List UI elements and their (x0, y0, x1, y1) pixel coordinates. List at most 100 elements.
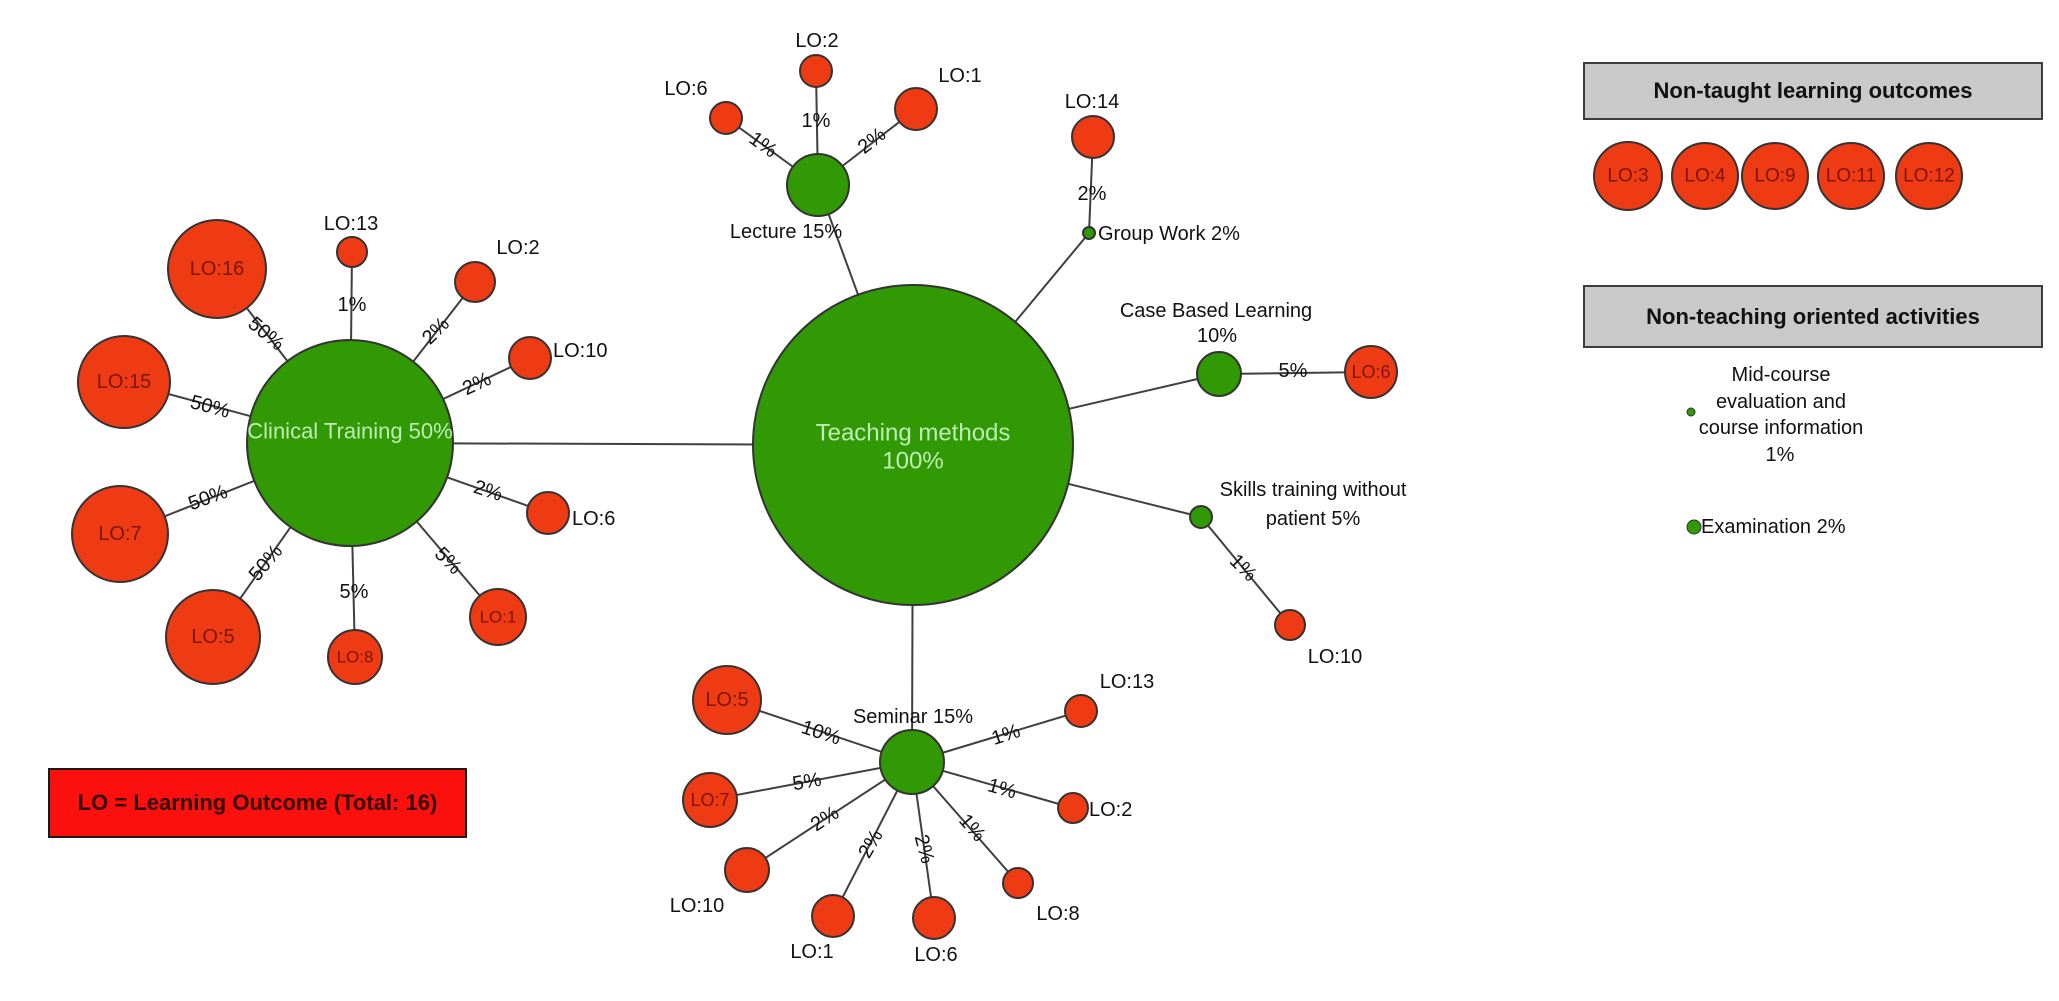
node-c-lo1-label: LO:1 (480, 608, 517, 627)
node-c-lo6-circle (526, 491, 570, 535)
non-taught-label-lo11: LO:11 (1826, 166, 1876, 187)
node-sem-lo8-label: LO:8 (1036, 903, 1079, 925)
node-l-lo1-label: LO:1 (938, 65, 981, 87)
node-cbl-label: Case Based Learning (1120, 300, 1312, 322)
node-c-lo1-circle (469, 588, 527, 646)
edge-clinical-c-lo2-label: 2% (418, 313, 454, 349)
edge-clinical-c-lo10-label: 2% (459, 368, 495, 400)
node-sem-lo13-label: LO:13 (1100, 671, 1154, 693)
node-c-lo5-circle (165, 589, 261, 685)
node-c-lo10-circle (508, 336, 552, 380)
node-sem-lo2-circle (1057, 792, 1089, 824)
node-teaching-label: Teaching methods (816, 420, 1011, 447)
edge-lecture-l-lo2-label: 1% (802, 110, 831, 132)
node-sem-lo5-circle (692, 665, 762, 735)
node-c-lo6-label: LO:6 (572, 508, 615, 530)
lo-key-legend: LO = Learning Outcome (Total: 16) (48, 768, 467, 838)
edge-groupwork-g-lo14-label: 2% (1078, 183, 1107, 205)
node-c-lo15-circle (77, 335, 171, 429)
node-seminar-circle (879, 729, 945, 795)
edge-clinical-c-lo5-label: 50% (245, 540, 288, 585)
non-teaching-oriented-activities-header: Non-teaching oriented activities (1583, 285, 2043, 348)
node-lecture-circle (786, 153, 850, 217)
node-skills-label: Skills training without (1220, 479, 1407, 501)
node-skills-label-2: patient 5% (1266, 508, 1361, 530)
non-taught-label-lo4: LO:4 (1684, 166, 1726, 187)
node-c-lo2-circle (454, 261, 496, 303)
node-sem-lo8-circle (1002, 867, 1034, 899)
node-l-lo2-label: LO:2 (795, 30, 838, 52)
edge-seminar-sem-lo10-label: 2% (807, 802, 843, 836)
mid-course-evaluation-label-2: evaluation and (1716, 391, 1846, 413)
edge-skills-sk-lo10-label: 1% (1225, 550, 1261, 586)
non-taught-label-lo12: LO:12 (1903, 166, 1955, 187)
node-c-lo8-circle (327, 629, 383, 685)
mid-course-evaluation-label-3: course information (1699, 417, 1864, 439)
edge-seminar-sem-lo6-label: 2% (910, 832, 939, 866)
node-sem-lo10-circle (724, 847, 770, 893)
edge-seminar-sem-lo2-label: 1% (985, 774, 1019, 803)
node-cbl-lo6-circle (1344, 345, 1398, 399)
node-cbl-lo6-label: LO:6 (1351, 362, 1390, 382)
non-taught-circle-lo11 (1817, 142, 1885, 210)
mid-course-evaluation-dot (1686, 407, 1696, 417)
node-sk-lo10-label: LO:10 (1308, 646, 1362, 668)
node-l-lo2-circle (799, 54, 833, 88)
node-c-lo8-label: LO:8 (337, 648, 374, 667)
node-lecture-label: Lecture 15% (730, 221, 843, 243)
node-l-lo1-circle (894, 87, 938, 131)
node-c-lo5-label: LO:5 (191, 626, 234, 648)
node-l-lo6-circle (709, 101, 743, 135)
node-c-lo7-circle (71, 485, 169, 583)
node-l-lo6-label: LO:6 (664, 78, 707, 100)
node-sem-lo2-label: LO:2 (1089, 799, 1132, 821)
node-sem-lo13-circle (1064, 694, 1098, 728)
node-sem-lo1-circle (811, 894, 855, 938)
non-taught-label-lo3: LO:3 (1607, 166, 1648, 187)
examination-label: Examination 2% (1701, 516, 1846, 538)
node-teaching-circle (752, 284, 1074, 606)
non-taught-circle-lo4 (1671, 142, 1739, 210)
node-sem-lo7-circle (682, 772, 738, 828)
node-cbl-circle (1196, 351, 1242, 397)
node-g-lo14-label: LO:14 (1065, 91, 1119, 113)
edge-clinical-c-lo6-label: 2% (471, 476, 505, 506)
edge-seminar-sem-lo7-label: 5% (791, 769, 824, 796)
node-g-lo14-circle (1071, 115, 1115, 159)
edge-seminar-sem-lo1-label: 2% (854, 826, 888, 862)
edge-cbl-cbl-lo6-label: 5% (1279, 360, 1308, 382)
mid-course-evaluation-label: Mid-course (1732, 364, 1831, 386)
examination-dot (1686, 519, 1702, 535)
node-c-lo2-label: LO:2 (496, 237, 539, 259)
node-c-lo13-label: LO:13 (324, 213, 378, 235)
node-c-lo16-circle (167, 219, 267, 319)
edge-clinical-c-lo15-label: 50% (188, 391, 233, 423)
node-groupwork-label: Group Work 2% (1098, 223, 1240, 245)
edge-clinical-c-lo8-label: 5% (340, 581, 369, 603)
node-clinical-label: Clinical Training 50% (247, 419, 452, 444)
node-c-lo13-circle (336, 236, 368, 268)
edge-clinical-c-lo13-label: 1% (338, 294, 367, 316)
non-taught-learning-outcomes-header: Non-taught learning outcomes (1583, 62, 2043, 120)
node-sem-lo10-label: LO:10 (670, 895, 724, 917)
edge-seminar-sem-lo13-label: 1% (989, 720, 1023, 750)
node-sem-lo6-circle (912, 896, 956, 940)
node-skills-circle (1189, 505, 1213, 529)
node-clinical-circle (246, 339, 454, 547)
edge-lecture-l-lo6-label: 1% (745, 128, 781, 163)
node-teaching-label-2: 100% (882, 448, 943, 475)
node-sk-lo10-circle (1274, 609, 1306, 641)
edge-clinical-c-lo16-label: 50% (244, 313, 289, 356)
edge-skills-sk-lo10 (1200, 516, 1291, 626)
node-seminar-label: Seminar 15% (853, 706, 973, 728)
edge-clinical-c-lo7-label: 50% (185, 481, 230, 515)
mid-course-evaluation-label-4: 1% (1766, 444, 1795, 466)
node-sem-lo1-label: LO:1 (790, 941, 833, 963)
node-cbl-label-2: 10% (1197, 325, 1237, 347)
node-c-lo16-label: LO:16 (190, 258, 244, 280)
node-sem-lo5-label: LO:5 (705, 689, 748, 711)
node-c-lo7-label: LO:7 (98, 523, 141, 545)
node-sem-lo7-label: LO:7 (690, 790, 729, 810)
